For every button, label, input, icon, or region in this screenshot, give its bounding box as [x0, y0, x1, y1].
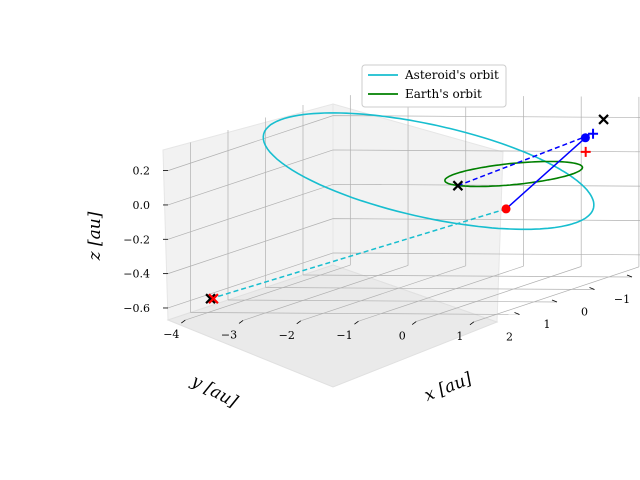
y-tick-label: 0 [581, 306, 588, 319]
z-axis-label: z [au] [85, 211, 105, 261]
marker-cross [598, 114, 609, 125]
x-tick-mark [354, 320, 359, 325]
y-axis-label: y [au] [187, 371, 241, 412]
y-tick-mark [514, 312, 520, 315]
floor-pane [166, 264, 499, 388]
transfer-path-dashed [457, 133, 594, 187]
earth-orbit-line [444, 160, 584, 188]
grid-z [167, 149, 640, 206]
legend: Asteroid's orbit Earth's orbit [361, 64, 507, 108]
legend-label-asteroid: Asteroid's orbit [404, 68, 499, 82]
y-tick-mark [551, 299, 558, 303]
y-tick-label: 2 [506, 331, 513, 344]
y-tick-label: −1 [614, 293, 630, 306]
y-tick-mark [626, 274, 633, 278]
marker-cross [452, 180, 464, 191]
grid-z [167, 115, 640, 171]
legend-label-earth: Earth's orbit [405, 87, 482, 101]
transfer-path-dashed [210, 208, 507, 300]
grid-y-floor [302, 274, 633, 278]
grid-x-floor [473, 266, 640, 323]
marker-plus [588, 128, 599, 139]
x-tick-label: −4 [163, 328, 179, 341]
x-tick-mark [469, 321, 475, 326]
transfer-paths [210, 133, 594, 300]
asteroid-orbit-line [262, 112, 595, 231]
marker-cross [205, 293, 216, 304]
transfer-path-solid [505, 137, 586, 210]
x-tick-label: −1 [336, 329, 352, 342]
x-tick-label: 1 [456, 330, 463, 343]
z-tick-label: −0.2 [123, 233, 150, 246]
marker-plus [580, 146, 591, 157]
x-tick-label: 0 [399, 330, 406, 343]
orbit-lines [262, 112, 595, 231]
grid-y-floor [227, 299, 558, 303]
x-axis-label: x [au] [422, 369, 476, 406]
marker-dot [501, 204, 511, 214]
grid-z [167, 183, 640, 240]
y-tick-mark [589, 287, 595, 290]
grid-z [167, 252, 640, 309]
z-tick-label: −0.6 [123, 302, 150, 315]
grid-x-floor [185, 264, 351, 321]
grid-z [167, 218, 640, 274]
x-tick-label: −2 [279, 329, 295, 342]
z-tick-label: 0.2 [133, 165, 151, 178]
grid-x-floor [300, 265, 466, 322]
x-tick-mark [238, 320, 244, 324]
z-tick-label: −0.4 [123, 268, 150, 281]
grid-y-floor [265, 287, 595, 290]
y-tick-label: 1 [544, 318, 551, 331]
axis-ticks: −4 −3 −2 −1 0 1 2 1 0 −1 0.2 0.0 −0.2 −0.4 −0.6 [123, 165, 633, 344]
point-markers [205, 114, 609, 304]
x-tick-mark [181, 319, 186, 324]
grid-y-floor [190, 312, 520, 315]
grid-x-floor [416, 266, 582, 322]
grid-x-floor [242, 265, 409, 321]
grid-lines [167, 95, 640, 323]
x-tick-mark [296, 320, 301, 325]
marker-cross [208, 293, 219, 304]
z-tick-label: 0.0 [133, 199, 151, 212]
x-tick-mark [411, 321, 417, 325]
x-tick-label: −3 [221, 328, 237, 341]
grid-x-floor [358, 265, 524, 322]
marker-dot [580, 133, 590, 143]
